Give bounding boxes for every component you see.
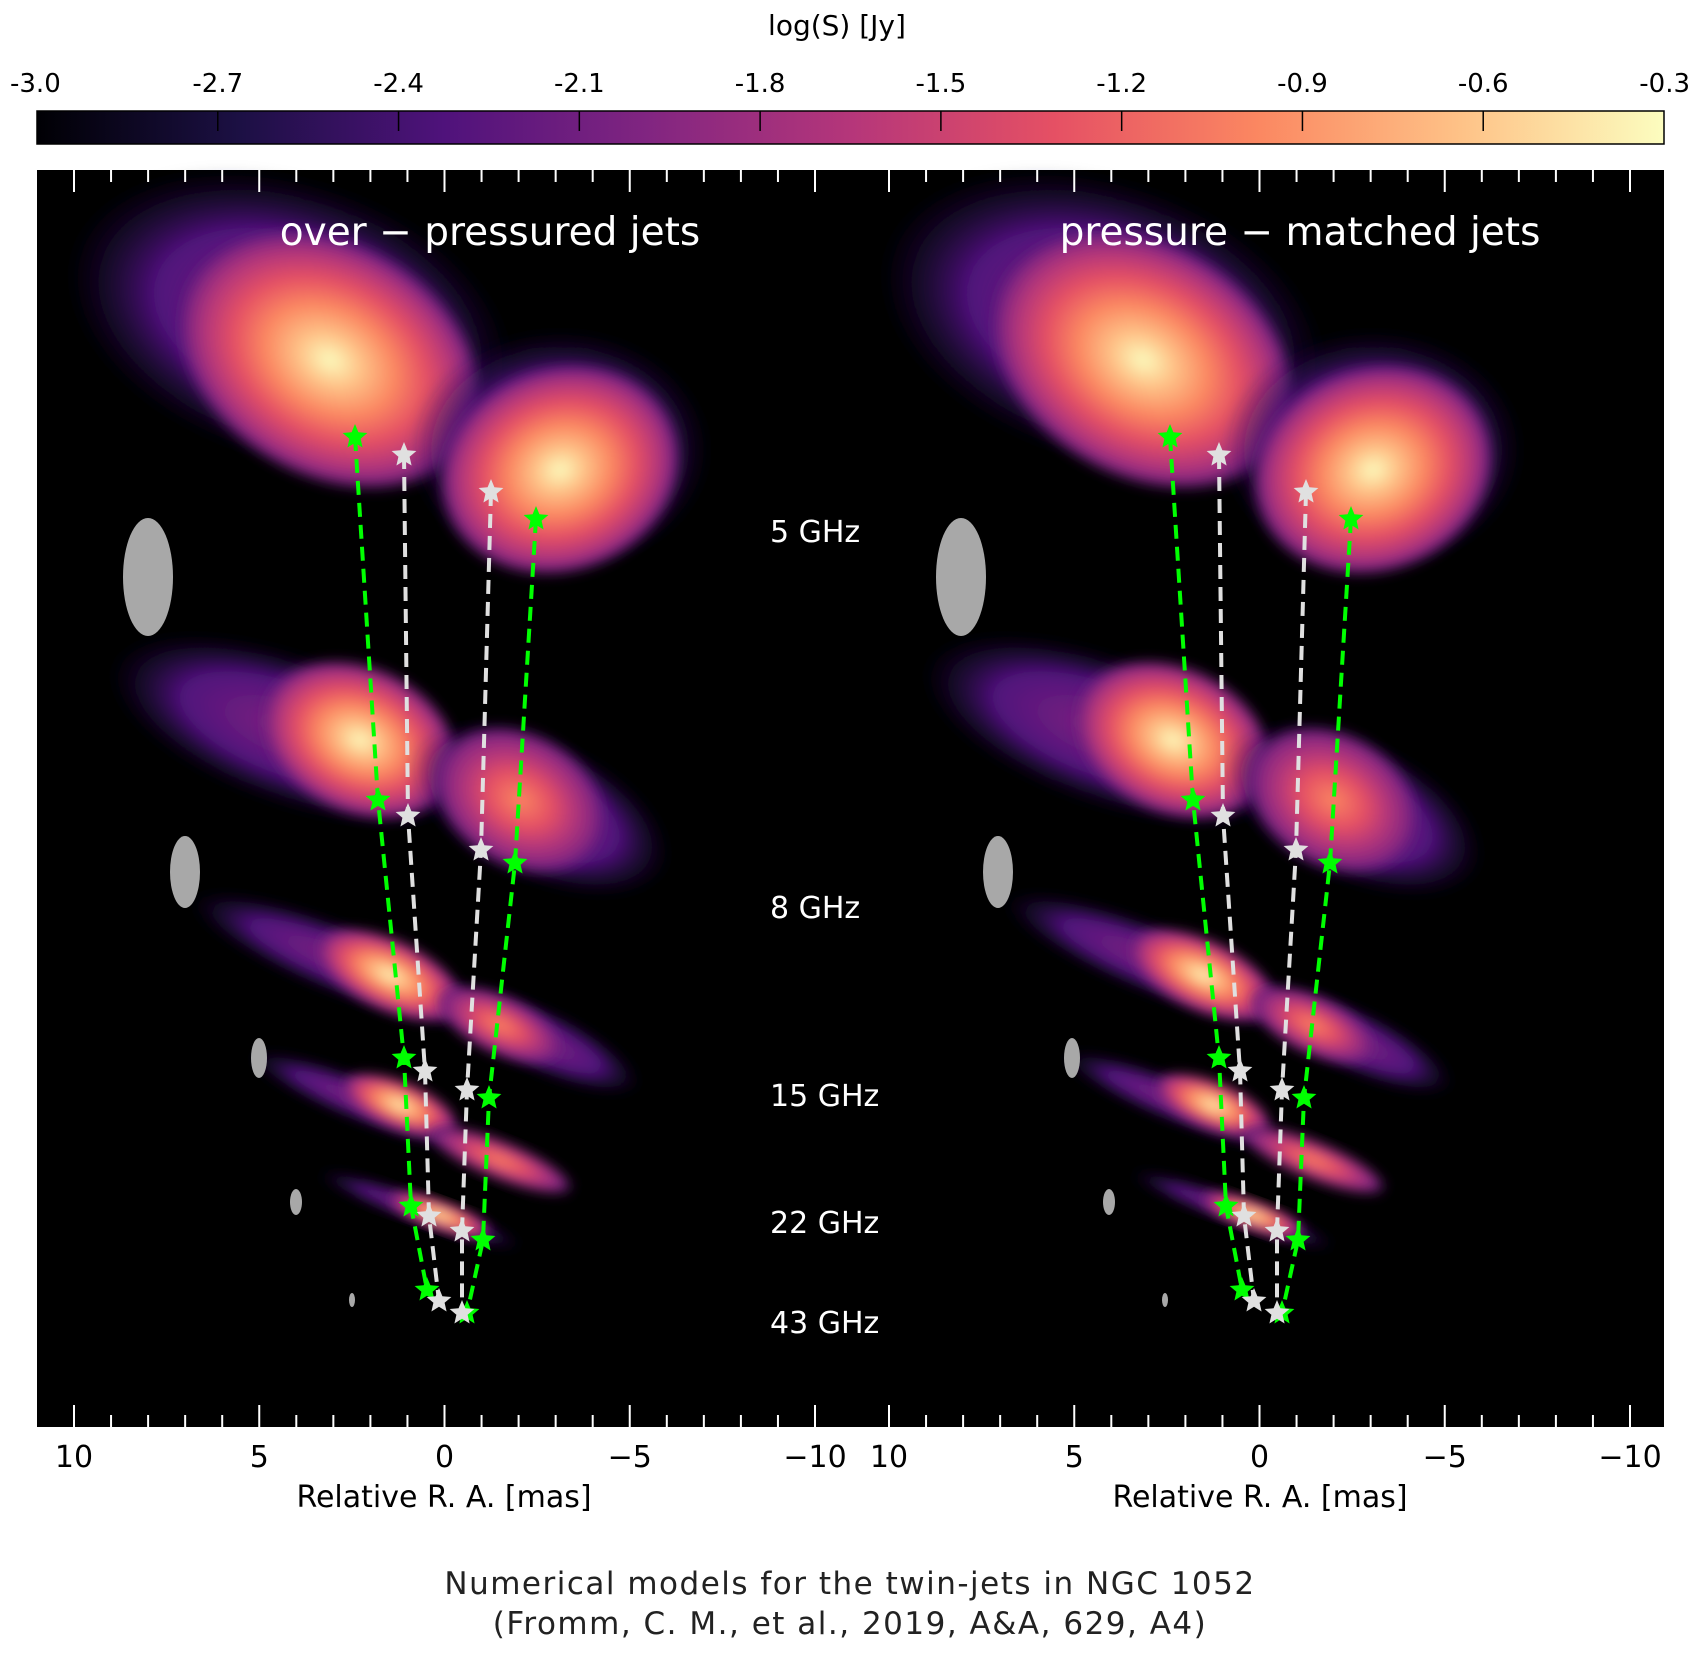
green-star-marker [1180,787,1206,811]
x-tick-label: −5 [608,1440,652,1475]
colorbar [36,110,1665,145]
white-star-marker [395,803,421,827]
freq-label-43ghz: 43 GHz [770,1306,879,1341]
colorbar-tick-label: -0.9 [1277,69,1328,99]
green-star-marker [1206,1045,1232,1069]
green-star-marker [414,1277,440,1301]
green-star-marker [365,787,391,811]
green-star-marker [1229,1277,1255,1301]
green-star-marker [1317,850,1343,874]
x-axis-label-right: Relative R. A. [mas] [1112,1480,1407,1515]
green-star-marker [523,506,549,530]
white-star-marker [468,837,494,861]
x-tick-label: 5 [250,1440,269,1475]
white-star-marker [1264,1218,1290,1242]
colorbar-tick-label: -2.1 [554,69,605,99]
freq-label-8ghz: 8 GHz [770,891,860,926]
freq-label-22ghz: 22 GHz [770,1206,879,1241]
white-star-marker [1241,1288,1267,1312]
component-tracks [342,424,1364,1324]
green-star-marker [1157,424,1183,448]
x-tick-labels: 10 5 0 −5 −10 10 5 0 −5 −10 [55,1440,1662,1475]
colorbar-tick-labels: -3.0 -2.7 -2.4 -2.1 -1.8 -1.5 -1.2 -0.9 -0.6 -0.3 [10,69,1690,99]
caption-line-2: (Fromm, C. M., et al., 2019, A&A, 629, A… [492,1606,1208,1642]
x-tick-label: −5 [1423,1440,1467,1475]
colorbar-tick-label: -1.5 [916,69,967,99]
green-star-marker [391,1045,417,1069]
x-tick-label: 10 [55,1440,93,1475]
colorbar-tick-label: -1.8 [735,69,786,99]
x-axis-label-left: Relative R. A. [mas] [296,1480,591,1515]
colorbar-tick-label: -2.7 [192,69,243,99]
freq-label-5ghz: 5 GHz [770,515,860,550]
white-star-marker [426,1288,452,1312]
green-star-marker [470,1227,496,1251]
colorbar-tick-label: -0.3 [1639,69,1690,99]
green-star-marker [398,1193,424,1217]
white-star-marker [1227,1058,1253,1082]
x-tick-label: −10 [1598,1440,1661,1475]
white-star-marker [454,1077,480,1101]
colorbar-ticks [217,111,1484,131]
green-star-marker [1285,1227,1311,1251]
caption-line-1: Numerical models for the twin-jets in NG… [444,1566,1256,1602]
axis-ticks [73,170,1631,1427]
colorbar-label: log(S) [Jy] [768,9,906,42]
white-star-marker [1283,837,1309,861]
white-star-marker [1231,1203,1257,1227]
x-tick-label: 0 [1250,1440,1269,1475]
white-star-marker [478,479,504,503]
white-star-marker [412,1058,438,1082]
white-star-marker [1269,1077,1295,1101]
white-star-marker [1264,1300,1290,1324]
x-tick-label: 10 [870,1440,908,1475]
panel-title-right: pressure − matched jets [1060,210,1541,255]
colorbar-tick-label: -3.0 [10,69,61,99]
white-star-marker [1210,803,1236,827]
white-star-marker [1206,442,1232,466]
x-tick-label: 5 [1065,1440,1084,1475]
panel-title-left: over − pressured jets [280,210,701,255]
colorbar-tick-label: -1.2 [1096,69,1147,99]
green-star-marker [1291,1085,1317,1109]
x-tick-label: −10 [783,1440,846,1475]
white-star-marker [416,1203,442,1227]
colorbar-tick-label: -2.4 [373,69,424,99]
white-star-marker [1293,479,1319,503]
green-star-marker [502,850,528,874]
green-star-marker [476,1085,502,1109]
green-star-marker [1213,1193,1239,1217]
freq-label-15ghz: 15 GHz [770,1079,879,1114]
colorbar-tick-label: -0.6 [1458,69,1509,99]
green-star-marker [1338,506,1364,530]
white-star-marker [391,442,417,466]
white-star-marker [449,1300,475,1324]
green-star-marker [342,424,368,448]
x-tick-label: 0 [435,1440,454,1475]
white-star-marker [449,1218,475,1242]
